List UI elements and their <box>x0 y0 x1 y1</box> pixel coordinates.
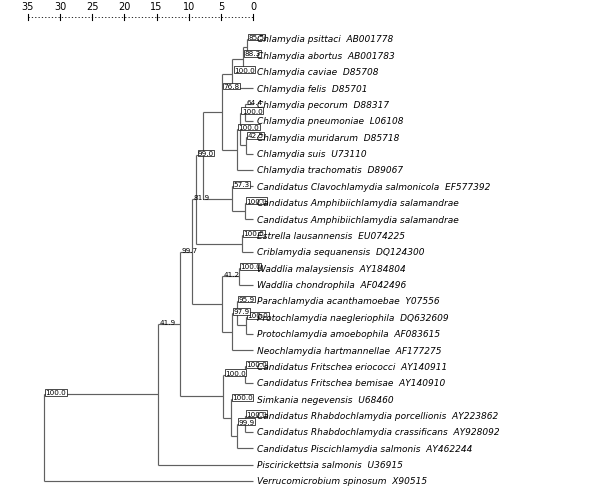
Text: Estrella lausannensis  EU074225: Estrella lausannensis EU074225 <box>257 231 405 240</box>
Text: 100.0: 100.0 <box>232 394 253 400</box>
Text: 100.0: 100.0 <box>246 411 267 417</box>
Text: 30: 30 <box>54 2 66 12</box>
Text: Protochlamydia amoebophila  AF083615: Protochlamydia amoebophila AF083615 <box>257 330 440 339</box>
Text: 100.0: 100.0 <box>244 231 265 237</box>
Text: Candidatus Clavochlamydia salmonicola  EF577392: Candidatus Clavochlamydia salmonicola EF… <box>257 182 490 191</box>
Text: 100.0: 100.0 <box>234 68 254 74</box>
Text: Parachlamydia acanthamoebae  Y07556: Parachlamydia acanthamoebae Y07556 <box>257 297 440 306</box>
Text: 25: 25 <box>86 2 98 12</box>
Text: 99.7: 99.7 <box>182 247 198 253</box>
Text: 100.0: 100.0 <box>241 264 261 270</box>
Text: 41.9: 41.9 <box>160 319 175 325</box>
Text: Neochlamydia hartmannellae  AF177275: Neochlamydia hartmannellae AF177275 <box>257 346 442 355</box>
Text: 10: 10 <box>182 2 195 12</box>
Text: Chlamydia caviae  D85708: Chlamydia caviae D85708 <box>257 68 379 77</box>
Text: Criblamydia sequanensis  DQ124300: Criblamydia sequanensis DQ124300 <box>257 248 425 257</box>
Text: Candidatus Fritschea bemisae  AY140910: Candidatus Fritschea bemisae AY140910 <box>257 379 445 387</box>
Text: Chlamydia trachomatis  D89067: Chlamydia trachomatis D89067 <box>257 166 403 175</box>
Text: Candidatus Fritschea eriococci  AY140911: Candidatus Fritschea eriococci AY140911 <box>257 362 447 371</box>
Text: Candidatus Amphibiichlamydia salamandrae: Candidatus Amphibiichlamydia salamandrae <box>257 215 459 224</box>
Text: Candidatus Rhabdochlamydia crassificans  AY928092: Candidatus Rhabdochlamydia crassificans … <box>257 427 500 436</box>
Text: Candidatus Rhabdochlamydia porcellionis  AY223862: Candidatus Rhabdochlamydia porcellionis … <box>257 411 498 420</box>
Text: 88.3: 88.3 <box>244 51 260 57</box>
Text: 20: 20 <box>118 2 131 12</box>
Text: 81.9: 81.9 <box>193 195 209 201</box>
Text: 100.0: 100.0 <box>238 125 259 131</box>
Text: Waddlia chondrophila  AF042496: Waddlia chondrophila AF042496 <box>257 281 406 290</box>
Text: Verrucomicrobium spinosum  X90515: Verrucomicrobium spinosum X90515 <box>257 476 427 485</box>
Text: 0: 0 <box>250 2 256 12</box>
Text: 100.0: 100.0 <box>246 362 267 368</box>
Text: 100.0: 100.0 <box>246 198 267 204</box>
Text: Chlamydia abortus  AB001783: Chlamydia abortus AB001783 <box>257 52 395 61</box>
Text: Chlamydia suis  U73110: Chlamydia suis U73110 <box>257 150 367 159</box>
Text: 76.8: 76.8 <box>224 84 240 90</box>
Text: Chlamydia felis  D85701: Chlamydia felis D85701 <box>257 85 367 93</box>
Text: 100.0: 100.0 <box>247 313 268 319</box>
Text: Simkania negevensis  U68460: Simkania negevensis U68460 <box>257 395 394 404</box>
Text: 99.9: 99.9 <box>238 419 254 425</box>
Text: Piscirickettsia salmonis  U36915: Piscirickettsia salmonis U36915 <box>257 460 403 469</box>
Text: Chlamydia psittaci  AB001778: Chlamydia psittaci AB001778 <box>257 36 393 45</box>
Text: 41.2: 41.2 <box>224 272 240 278</box>
Text: 99.0: 99.0 <box>198 151 214 157</box>
Text: Candidatus Amphibiichlamydia salamandrae: Candidatus Amphibiichlamydia salamandrae <box>257 199 459 208</box>
Text: Chlamydia pneumoniae  L06108: Chlamydia pneumoniae L06108 <box>257 117 404 126</box>
Text: 15: 15 <box>151 2 163 12</box>
Text: 100.0: 100.0 <box>225 370 245 376</box>
Text: 64.4: 64.4 <box>246 100 262 106</box>
Text: 100.0: 100.0 <box>46 389 67 395</box>
Text: Chlamydia pecorum  D88317: Chlamydia pecorum D88317 <box>257 101 389 110</box>
Text: 85.5: 85.5 <box>248 35 264 41</box>
Text: Waddlia malaysiensis  AY184804: Waddlia malaysiensis AY184804 <box>257 264 406 273</box>
Text: 97.9: 97.9 <box>233 309 250 315</box>
Text: 35: 35 <box>22 2 34 12</box>
Text: 57.3: 57.3 <box>233 182 250 188</box>
Text: Chlamydia muridarum  D85718: Chlamydia muridarum D85718 <box>257 133 400 142</box>
Text: Protochlamydia naegleriophila  DQ632609: Protochlamydia naegleriophila DQ632609 <box>257 313 449 322</box>
Text: 100.0: 100.0 <box>242 108 262 114</box>
Text: 42.5: 42.5 <box>247 133 263 139</box>
Text: 95.9: 95.9 <box>238 296 254 302</box>
Text: Candidatus Piscichlamydia salmonis  AY462244: Candidatus Piscichlamydia salmonis AY462… <box>257 444 472 453</box>
Text: 5: 5 <box>218 2 224 12</box>
